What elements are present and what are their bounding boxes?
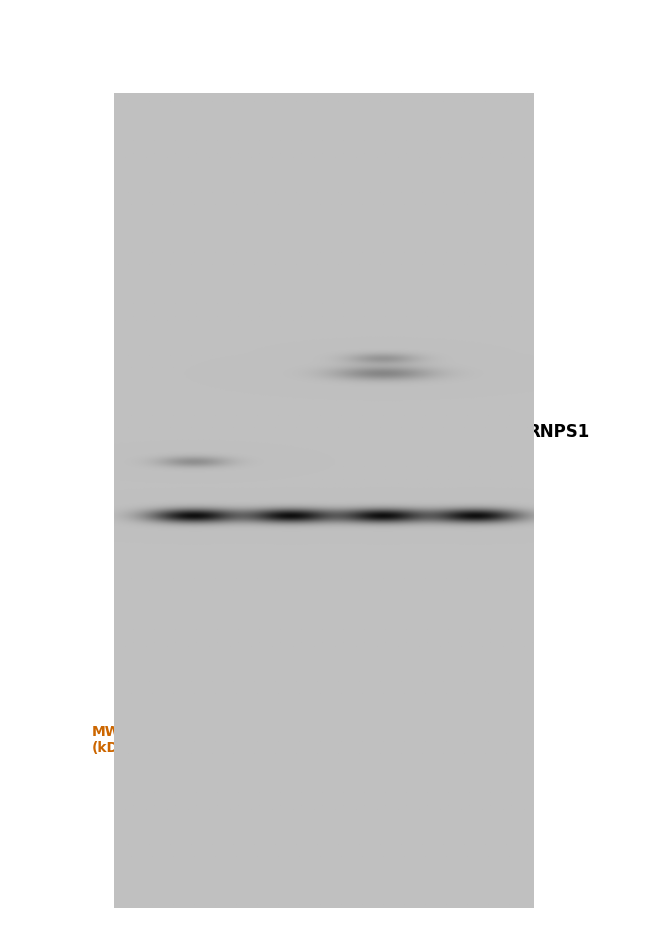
Text: 40: 40 xyxy=(136,407,154,420)
Text: 70: 70 xyxy=(136,508,154,521)
Text: 25: 25 xyxy=(136,282,154,295)
Text: 293T: 293T xyxy=(220,722,258,761)
Text: 100: 100 xyxy=(128,558,154,571)
Text: HepG2: HepG2 xyxy=(438,713,486,761)
Text: 130: 130 xyxy=(128,600,154,613)
Text: A431: A431 xyxy=(295,722,333,761)
Text: 35: 35 xyxy=(137,358,154,371)
Text: 55: 55 xyxy=(136,464,154,477)
Text: RNPS1: RNPS1 xyxy=(527,423,590,441)
Text: MW
(kDa): MW (kDa) xyxy=(91,724,134,755)
Text: HeLa: HeLa xyxy=(367,722,405,761)
Text: 170: 170 xyxy=(128,633,154,646)
